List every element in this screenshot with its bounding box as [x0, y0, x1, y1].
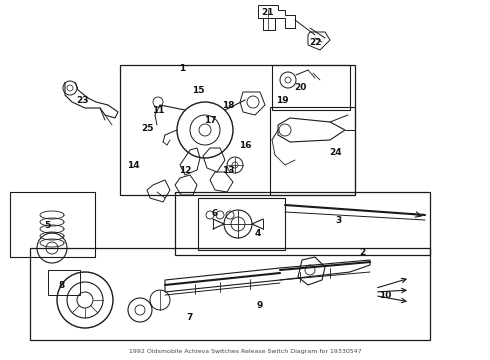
Bar [120, 65, 355, 195]
Text: 1: 1 [179, 63, 185, 72]
Text: 9: 9 [257, 301, 263, 310]
Text: 22: 22 [309, 37, 321, 46]
Text: 20: 20 [294, 82, 306, 91]
Text: 24: 24 [330, 148, 343, 157]
Text: 17: 17 [204, 116, 216, 125]
Bar [270, 107, 355, 195]
Text: 12: 12 [179, 166, 191, 175]
Text: 25: 25 [141, 123, 153, 132]
Text: 18: 18 [222, 100, 234, 109]
Text: 4: 4 [255, 229, 261, 238]
Text: 5: 5 [44, 220, 50, 230]
Text: 16: 16 [239, 140, 251, 149]
Bar [30, 248, 430, 340]
Text: 23: 23 [76, 95, 88, 104]
Text: 8: 8 [59, 280, 65, 289]
Text: 11: 11 [152, 105, 164, 114]
Bar [10, 192, 95, 257]
Text: 3: 3 [335, 216, 341, 225]
Text: 14: 14 [127, 161, 139, 170]
Text: 10: 10 [379, 291, 391, 300]
Text: 21: 21 [262, 8, 274, 17]
Text: 13: 13 [222, 166, 234, 175]
Text: 2: 2 [359, 248, 365, 257]
Text: 1992 Oldsmobile Achieva Switches Release Switch Diagram for 19330547: 1992 Oldsmobile Achieva Switches Release… [129, 350, 361, 355]
Text: 19: 19 [276, 95, 288, 104]
Text: 6: 6 [212, 208, 218, 217]
Text: 15: 15 [192, 86, 204, 95]
Bar [272, 65, 350, 110]
Text: 7: 7 [187, 314, 193, 323]
Bar [198, 198, 285, 250]
Bar [48, 270, 80, 295]
Bar [175, 192, 430, 255]
